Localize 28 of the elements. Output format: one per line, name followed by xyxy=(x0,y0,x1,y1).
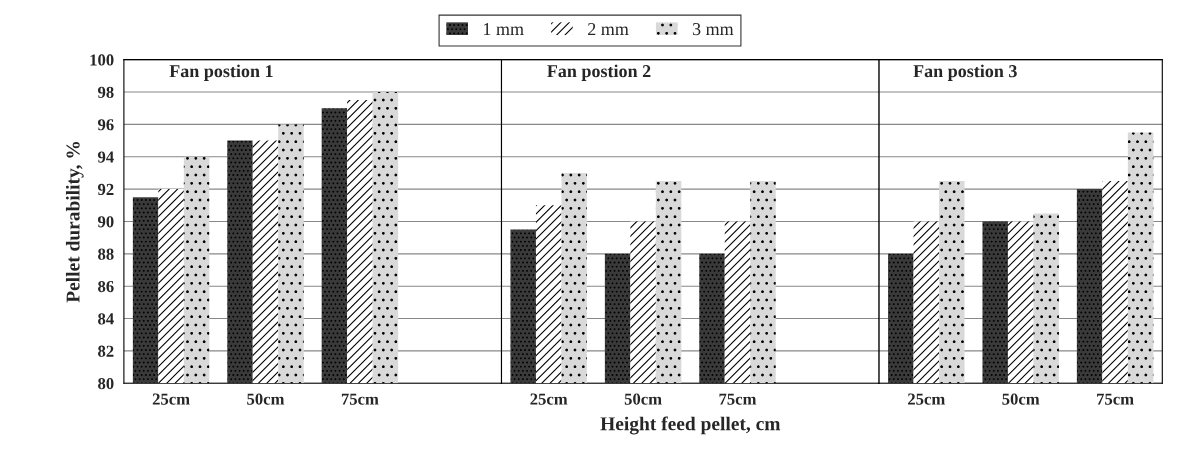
y-tick-label: 80 xyxy=(98,377,114,390)
y-axis-title: Pellet durability, % xyxy=(65,142,84,303)
y-tick-label: 100 xyxy=(90,54,114,66)
x-tick-label: 75cm xyxy=(1097,393,1134,405)
annotation: Fan postion 2 xyxy=(547,64,651,81)
x-tick-label: 25cm xyxy=(152,393,190,405)
x-axis-title: Height feed pellet, cm xyxy=(600,416,781,435)
y-tick-label: 88 xyxy=(98,248,114,260)
annotation: Fan postion 1 xyxy=(169,64,273,81)
x-tick-label: 25cm xyxy=(530,393,568,405)
annotation: Fan postion 3 xyxy=(913,64,1017,81)
y-tick-label: 86 xyxy=(98,280,114,293)
legend-label: 2 mm xyxy=(588,23,629,35)
legend-label: 1 mm xyxy=(484,23,524,35)
y-tick-label: 96 xyxy=(97,119,114,131)
y-tick-label: 84 xyxy=(98,313,114,325)
x-tick-label: 75cm xyxy=(341,393,379,405)
x-tick-label: 50cm xyxy=(1002,393,1040,405)
y-tick-label: 98 xyxy=(97,86,114,98)
y-tick-label: 92 xyxy=(97,183,114,196)
x-tick-label: 75cm xyxy=(719,393,757,405)
x-tick-label: 25cm xyxy=(908,393,945,405)
x-tick-label: 50cm xyxy=(247,393,285,405)
x-tick-label: 50cm xyxy=(624,393,662,405)
y-tick-label: 90 xyxy=(97,216,114,228)
y-tick-label: 82 xyxy=(98,345,114,357)
y-tick-label: 94 xyxy=(97,151,114,163)
legend-label: 3 mm xyxy=(692,23,734,36)
